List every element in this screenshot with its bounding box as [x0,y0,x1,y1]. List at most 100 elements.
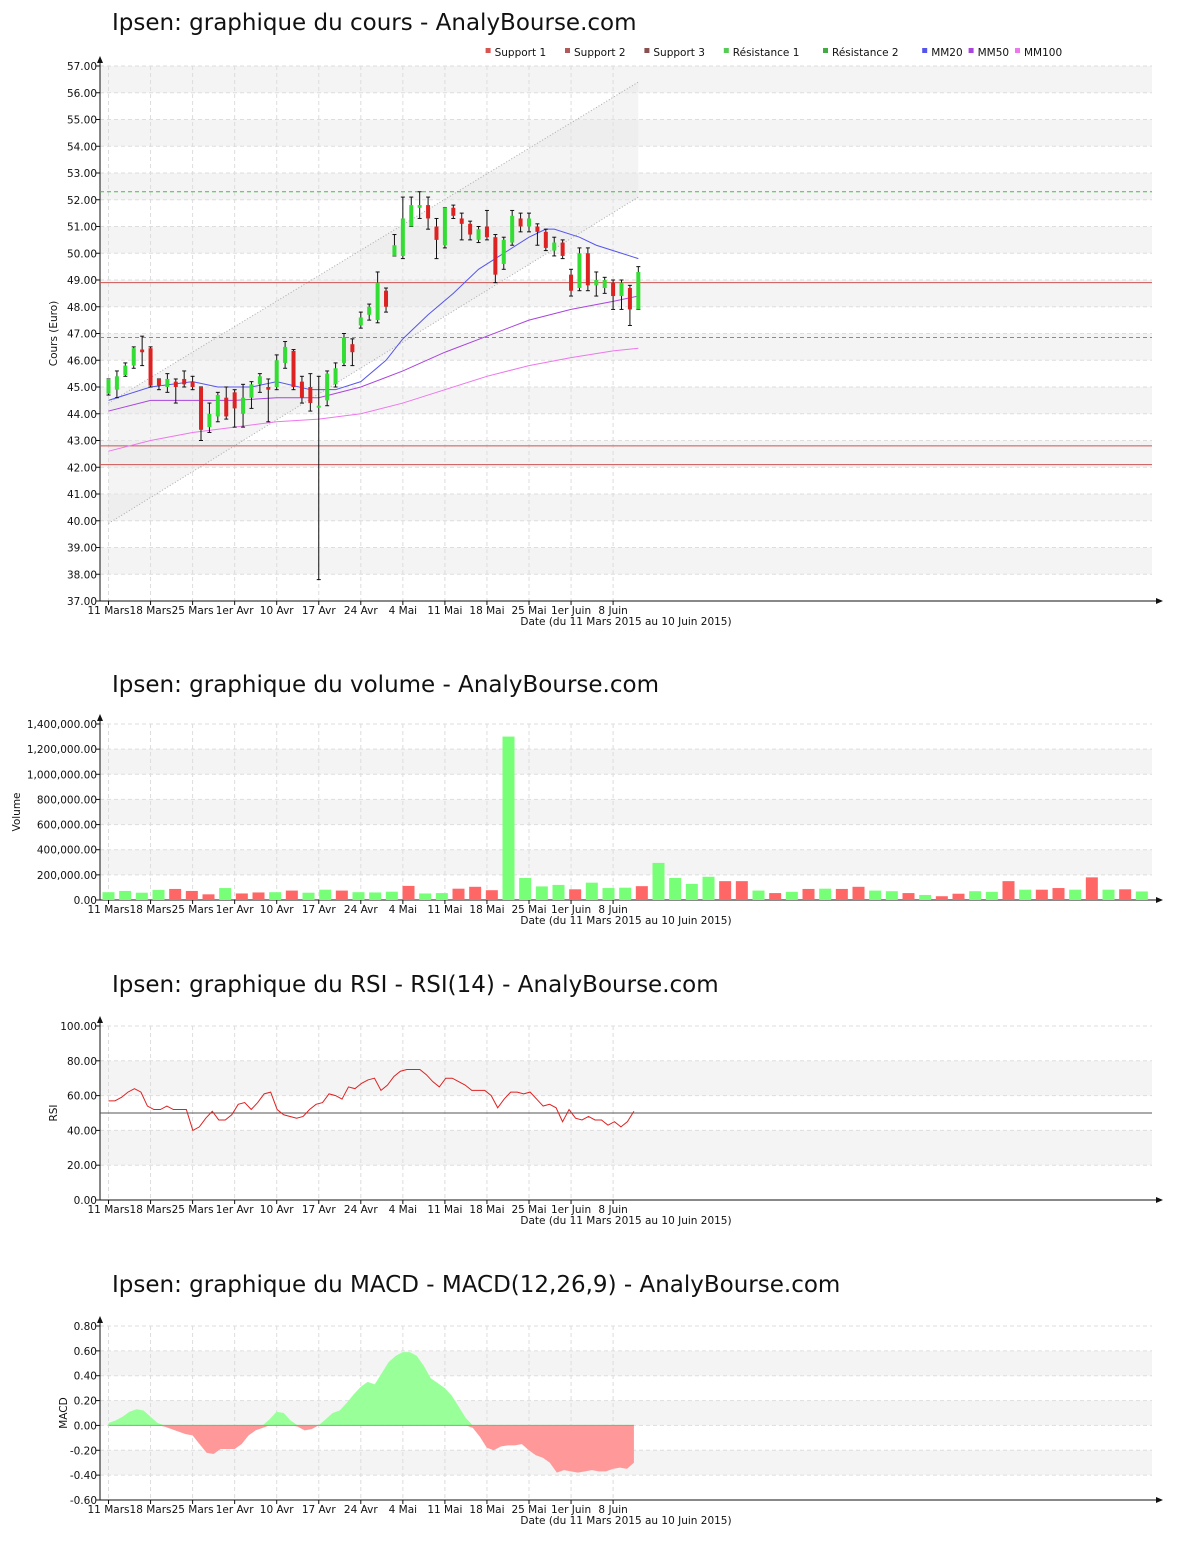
grid-band [100,66,1152,93]
candle-body [636,271,641,310]
x-tick-label: 25 Mars [172,904,214,916]
volume-bar [769,893,782,900]
candle-body [426,205,431,219]
volume-bar [1019,889,1032,900]
y-tick-label: 46.00 [67,355,97,367]
x-tick-label: 18 Mars [130,605,172,617]
candle-body [434,226,439,240]
volume-bar [1102,889,1115,900]
y-tick-label: 42.00 [67,462,97,474]
volume-bar [552,884,565,900]
candle-body [518,218,523,227]
x-tick-label: 17 Avr [302,1504,336,1516]
candle-body [232,392,237,409]
volume-bar [869,890,882,900]
candle-body [409,205,414,227]
grid-band [100,1400,1152,1426]
volume-bar [252,892,265,900]
y-tick-label: 49.00 [67,275,97,287]
macd-panel: Ipsen: graphique du MACD - MACD(12,26,9)… [0,1260,1200,1540]
volume-bar [269,892,282,900]
y-tick-label: 52.00 [67,195,97,207]
legend-label: MM20 [931,47,962,59]
y-axis-title: RSI [48,1104,60,1121]
price-chart: 37.00 38.00 39.00 40.00 41.00 42.00 43.00 44.00… [48,47,1163,628]
candle-body [266,387,271,390]
y-axis-arrow [97,56,103,63]
macd-chart-title: Ipsen: graphique du MACD - MACD(12,26,9)… [112,1272,841,1298]
candle-body [535,226,540,232]
volume-bar [819,888,832,900]
volume-bar [319,889,332,900]
candle-body [316,405,321,408]
volume-bar [452,888,465,900]
y-axis-arrow [97,714,103,721]
y-tick-label: 45.00 [67,382,97,394]
x-tick-label: 8 Juin [598,904,627,916]
x-tick-label: 25 Mai [511,605,546,617]
candle-body [215,395,220,417]
volume-bar [919,894,932,900]
volume-bar [735,881,748,900]
y-tick-label: 20.00 [67,1160,97,1172]
candle-body [249,384,254,398]
volume-bar [1085,877,1098,900]
x-tick-label: 10 Avr [260,605,294,617]
legend-label: Support 1 [495,47,547,59]
y-tick-label: 400,000.00 [37,845,97,857]
volume-bar [369,892,382,900]
x-tick-label: 4 Mai [389,904,417,916]
candle-body [140,349,145,353]
volume-bar [1069,889,1082,900]
volume-bar [752,890,765,900]
candle-body [577,253,582,289]
volume-bar [1135,891,1148,900]
volume-bar [285,890,298,900]
grid-band [100,1350,1152,1376]
y-tick-label: 0.40 [74,1371,97,1383]
trend-upper-line [108,81,639,404]
x-tick-label: 11 Mars [88,1204,130,1216]
candle-body [123,365,128,375]
grid-band [100,749,1152,775]
grid-band [100,440,1152,468]
x-tick-label: 18 Mars [130,1204,172,1216]
y-tick-label: -0.20 [70,1445,97,1457]
legend-label: Résistance 1 [733,47,800,59]
macd-chart: -0.60 -0.40 -0.20 0.00 0.20 0.40 0.60 0.80 11 Ma… [58,1316,1163,1527]
x-tick-label: 24 Avr [344,1504,378,1516]
rsi-line [108,1069,635,1132]
x-tick-label: 4 Mai [389,1504,417,1516]
x-tick-label: 1er Juin [551,1504,591,1516]
volume-bar [569,889,582,900]
mm100-line [108,347,639,452]
grid-band [100,280,1152,307]
candle-body [341,337,346,363]
candle-body [199,387,204,430]
candle-body [283,346,288,363]
volume-bar [785,891,798,900]
y-tick-label: 43.00 [67,436,97,448]
y-tick-label: 41.00 [67,489,97,501]
candle-body [384,290,389,307]
x-tick-label: 18 Mai [469,1504,504,1516]
volume-bar [969,891,982,900]
candle-body [459,218,464,224]
x-tick-label: 11 Mars [88,1504,130,1516]
volume-bar [519,878,532,900]
candle-body [527,218,531,227]
candle-body [493,237,498,275]
volume-bar [235,893,248,900]
mm20-line [108,228,639,401]
legend-label: MM50 [978,47,1009,59]
y-axis-arrow [97,1016,103,1023]
volume-bar [652,862,665,900]
x-tick-label: 1er Avr [216,904,255,916]
y-tick-label: 57.00 [67,61,97,73]
x-tick-label: 8 Juin [598,605,627,617]
x-tick-label: 25 Mai [511,1204,546,1216]
y-tick-label: 48.00 [67,302,97,314]
y-tick-label: 53.00 [67,168,97,180]
volume-bar [702,876,715,900]
grid-band [100,849,1152,875]
